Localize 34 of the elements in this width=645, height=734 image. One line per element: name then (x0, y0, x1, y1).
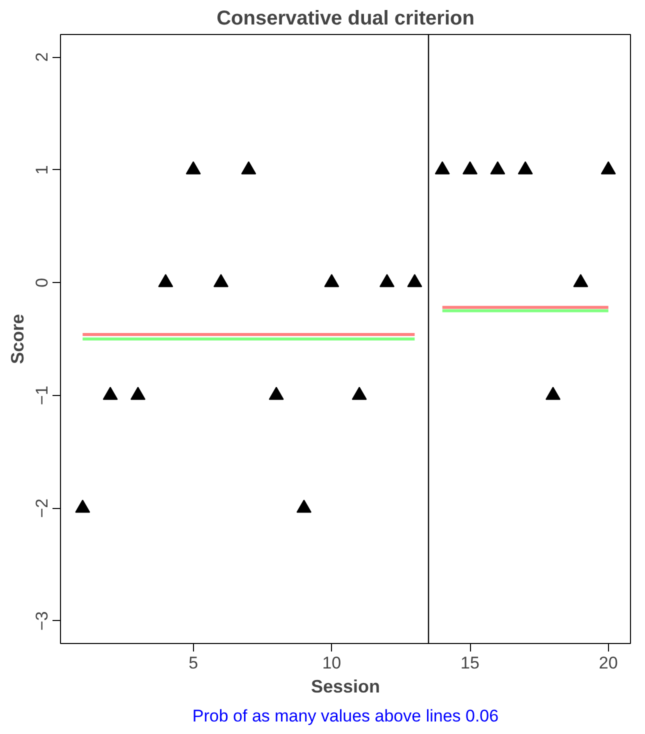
point (434, 161, 450, 174)
x-axis-title: Session (310, 676, 380, 696)
y-tick-label: 0 (32, 278, 52, 288)
point (296, 500, 312, 513)
chart-title: Conservative dual criterion (216, 8, 474, 30)
point (518, 161, 533, 174)
point (324, 274, 340, 288)
y-tick-label: −2 (32, 498, 52, 518)
point (573, 274, 588, 288)
point (130, 386, 146, 400)
point (490, 161, 506, 174)
point (462, 161, 478, 174)
y-tick-label: −3 (32, 611, 52, 631)
point (380, 274, 395, 288)
point (213, 274, 228, 288)
point (600, 161, 616, 174)
point (186, 161, 201, 174)
point (268, 386, 284, 400)
point (75, 500, 90, 513)
point (241, 161, 256, 174)
x-tick-label: 10 (322, 654, 342, 672)
point (407, 274, 422, 288)
x-tick-label: 20 (598, 654, 618, 672)
y-tick-label: −1 (32, 386, 52, 406)
y-axis-title: Score (8, 314, 28, 364)
point (546, 386, 561, 400)
y-tick-label: 1 (32, 165, 52, 175)
x-tick-label: 15 (460, 654, 480, 672)
text: Prob of as many values above lines 0.06 (192, 706, 499, 726)
x-tick-label: 5 (188, 654, 198, 672)
point (158, 274, 174, 288)
y-tick-label: 2 (32, 52, 52, 62)
point (102, 386, 118, 400)
point (352, 386, 367, 400)
